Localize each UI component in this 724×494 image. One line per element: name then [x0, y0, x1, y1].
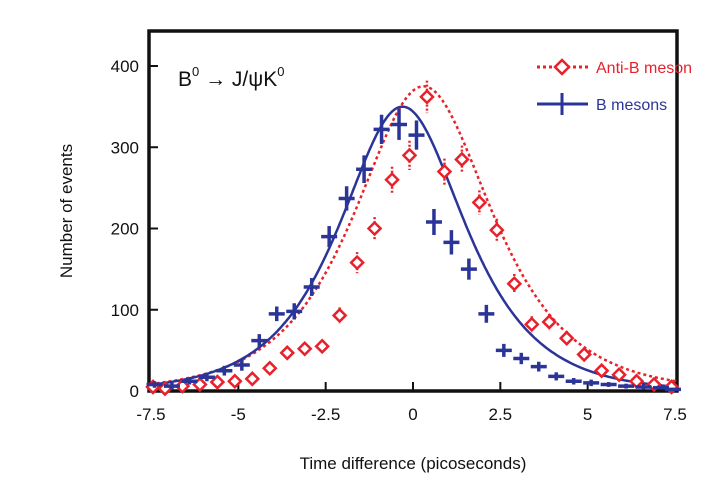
b-fit-curve — [149, 105, 677, 388]
b-point — [548, 372, 565, 381]
anti-b-point — [314, 338, 330, 355]
x-axis-title: Time difference (picoseconds) — [300, 454, 527, 473]
anti-b-point — [471, 190, 488, 215]
b-point — [303, 278, 320, 296]
y-axis-title: Number of events — [57, 144, 76, 278]
b-point — [583, 379, 600, 387]
anti-b-point — [279, 345, 296, 361]
anti-b-point — [593, 362, 610, 379]
anti-b-point — [524, 316, 540, 333]
formula-b: B — [178, 68, 192, 91]
anti-b-point — [541, 313, 558, 331]
b-point — [321, 226, 338, 248]
legend-label-b: B mesons — [596, 97, 667, 114]
anti-b-series — [145, 80, 680, 397]
anti-b-point — [401, 140, 418, 170]
b-point — [408, 120, 425, 150]
x-tick-label: 2.5 — [489, 405, 513, 424]
x-axis: -7.5 -5 -2.5 0 2.5 5 7.5 — [136, 382, 687, 424]
b-point — [233, 359, 250, 371]
b-point — [495, 343, 512, 357]
b-point — [618, 383, 635, 389]
x-tick-label: -7.5 — [136, 405, 165, 424]
b-point — [635, 384, 652, 390]
y-tick-label: 300 — [111, 138, 139, 157]
legend-item-anti-b: Anti-B meson — [537, 58, 692, 77]
anti-b-point — [296, 340, 313, 357]
anti-b-point — [576, 346, 592, 363]
b-series — [146, 109, 681, 392]
formula-decay: → J/ψK — [199, 68, 277, 91]
b-point — [513, 352, 530, 365]
anti-b-point — [349, 252, 365, 274]
x-tick-label: -2.5 — [311, 405, 340, 424]
b-point — [530, 361, 547, 372]
formula-k-superscript: 0 — [277, 64, 284, 79]
b-point — [478, 304, 495, 323]
legend-item-b: B mesons — [537, 93, 667, 115]
b-point — [600, 382, 617, 387]
y-axis: 0 100 200 300 400 — [111, 57, 158, 401]
legend-label-anti-b: Anti-B meson — [596, 60, 692, 77]
b-point — [460, 258, 477, 280]
b-point — [665, 387, 681, 392]
svg-text:B0 → J/ψK0: B0 → J/ψK0 — [178, 64, 284, 91]
anti-b-point — [331, 307, 348, 324]
anti-b-point — [454, 145, 470, 174]
b-point — [268, 306, 285, 322]
anti-b-point — [489, 218, 505, 242]
x-tick-label: 5 — [583, 405, 592, 424]
formula-b-superscript: 0 — [192, 64, 199, 79]
y-tick-label: 200 — [111, 220, 139, 239]
formula-annotation: B0 → J/ψK0 — [160, 42, 348, 100]
b-point — [251, 334, 268, 348]
y-tick-label: 400 — [111, 57, 139, 76]
b-point — [565, 378, 582, 385]
b-point — [146, 381, 163, 388]
anti-b-fit-curve — [149, 85, 677, 386]
b-point — [425, 209, 442, 235]
legend: Anti-B meson B mesons — [537, 58, 692, 115]
b-point — [216, 365, 233, 376]
anti-b-point — [436, 158, 453, 185]
anti-b-point — [558, 330, 575, 346]
anti-b-point — [366, 217, 383, 240]
anti-b-point — [419, 80, 435, 114]
y-tick-label: 0 — [130, 382, 139, 401]
anti-b-point — [611, 366, 627, 383]
anti-b-point — [262, 360, 278, 377]
anti-b-point — [244, 371, 261, 387]
b-point — [373, 114, 390, 144]
x-tick-label: -5 — [231, 405, 246, 424]
x-tick-label: 0 — [408, 405, 417, 424]
b-point — [443, 230, 460, 255]
anti-b-point — [506, 274, 523, 294]
b-point — [181, 378, 198, 385]
b-point — [163, 382, 180, 390]
anti-b-point — [384, 166, 400, 193]
b-point — [356, 155, 373, 183]
y-tick-label: 100 — [111, 301, 139, 320]
anti-b-point — [209, 374, 226, 390]
b-point — [338, 186, 355, 211]
anti-b-point — [227, 373, 243, 390]
x-tick-label: 7.5 — [663, 405, 687, 424]
b-point — [286, 303, 303, 320]
b-point — [198, 373, 215, 382]
b-point — [391, 109, 408, 140]
